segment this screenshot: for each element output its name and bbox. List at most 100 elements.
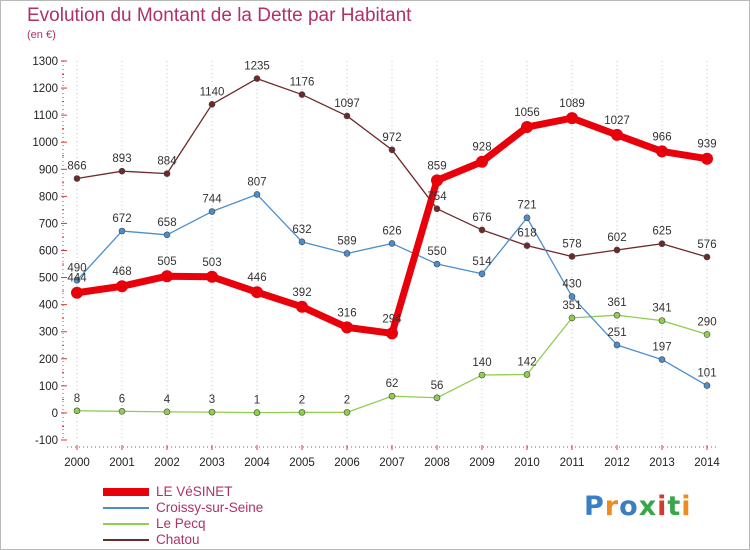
data-label: 446	[247, 272, 266, 284]
data-label: 294	[382, 313, 402, 325]
data-label: 1056	[514, 107, 540, 119]
series-group	[71, 75, 713, 416]
data-point	[71, 286, 83, 299]
data-point	[523, 371, 531, 378]
data-label: 1	[254, 395, 260, 407]
legend-label: Croissy-sur-Seine	[156, 500, 264, 515]
y-tick-label: 1300	[32, 56, 58, 68]
data-point	[523, 214, 531, 222]
data-label: 444	[67, 273, 87, 285]
data-label: 939	[697, 139, 716, 151]
data-label: 503	[202, 257, 221, 269]
data-label: 1235	[244, 61, 270, 73]
legend-label: Chatou	[156, 532, 200, 547]
data-label: 866	[67, 160, 86, 172]
axes: -100 0 100 200 300 400 500 600 700 800 900 1000 1100…	[32, 56, 720, 469]
data-point	[613, 341, 621, 349]
data-point	[298, 409, 306, 416]
data-label: 744	[202, 194, 222, 206]
data-point	[658, 356, 666, 363]
data-label: 626	[382, 225, 401, 237]
data-label: 859	[427, 160, 446, 172]
x-tick-label: 2000	[64, 457, 90, 469]
data-label: 632	[292, 224, 311, 236]
y-tick-label: 1000	[32, 137, 58, 149]
data-point	[476, 155, 488, 168]
data-label: 602	[607, 232, 626, 244]
data-label: 676	[472, 212, 491, 224]
data-point	[433, 394, 441, 402]
x-tick-label: 2014	[694, 457, 720, 469]
data-point	[613, 246, 621, 254]
data-point	[388, 240, 396, 247]
data-label: 1176	[290, 77, 315, 89]
data-label: 56	[431, 380, 444, 392]
data-label: 658	[157, 217, 176, 229]
data-point	[433, 205, 441, 213]
data-point	[73, 276, 81, 284]
data-point	[116, 280, 128, 293]
data-point	[73, 175, 81, 182]
x-tick-label: 2012	[604, 457, 630, 469]
data-point	[298, 238, 306, 246]
y-tick-label: 1100	[33, 110, 58, 122]
logo-letter: i	[681, 491, 692, 522]
x-tick-label: 2011	[560, 457, 585, 469]
logo-letter: i	[657, 491, 668, 522]
data-label: 251	[607, 327, 626, 339]
data-label: 290	[697, 316, 716, 328]
y-tick-label: 100	[39, 381, 58, 393]
data-point	[703, 253, 711, 261]
data-label: 62	[386, 378, 399, 390]
x-tick-label: 2002	[154, 457, 180, 469]
x-tick-label: 2010	[514, 457, 540, 469]
data-label: 142	[517, 356, 536, 368]
x-tick-label: 2007	[379, 457, 405, 469]
data-point	[208, 408, 216, 416]
data-label: 6	[119, 393, 125, 405]
proxiti-logo: Proxiti	[584, 491, 692, 522]
data-label: 966	[652, 131, 671, 143]
data-label: 576	[697, 239, 716, 251]
y-tick-label: 700	[39, 218, 58, 230]
data-label: 550	[427, 246, 446, 258]
data-point	[523, 242, 531, 249]
logo-letter: r	[604, 491, 620, 522]
data-label: 754	[427, 191, 447, 203]
data-point	[703, 331, 711, 338]
data-label: 721	[517, 200, 536, 212]
logo-letter: x	[638, 491, 658, 522]
data-point	[568, 253, 576, 260]
data-point	[118, 167, 126, 175]
data-label: 807	[247, 176, 266, 188]
data-point	[161, 270, 173, 283]
data-label: 430	[562, 279, 581, 291]
data-point	[566, 112, 578, 125]
logo-letter: P	[584, 491, 605, 522]
x-tick-label: 2005	[289, 457, 315, 469]
data-point	[658, 317, 666, 324]
data-point	[386, 327, 398, 340]
data-label: 490	[67, 262, 86, 274]
data-point	[478, 226, 486, 234]
data-point	[206, 270, 218, 283]
y-tick-label: 400	[39, 300, 58, 312]
x-tick-label: 2009	[469, 457, 495, 469]
data-point	[341, 321, 353, 334]
data-label: 101	[697, 368, 716, 380]
data-label: 1097	[334, 98, 360, 110]
data-label: 972	[382, 132, 401, 144]
data-point	[433, 260, 441, 268]
data-label: 468	[112, 266, 131, 278]
x-tick-label: 2013	[649, 457, 675, 469]
data-point	[208, 208, 216, 215]
legend-label: LE VéSINET	[156, 484, 233, 499]
data-label: 351	[562, 300, 581, 312]
chart-unit-label: (en €)	[27, 29, 56, 41]
y-tick-label: 200	[39, 354, 58, 366]
data-point	[163, 231, 171, 239]
data-label: 893	[112, 153, 131, 165]
data-label: 1140	[200, 86, 225, 98]
